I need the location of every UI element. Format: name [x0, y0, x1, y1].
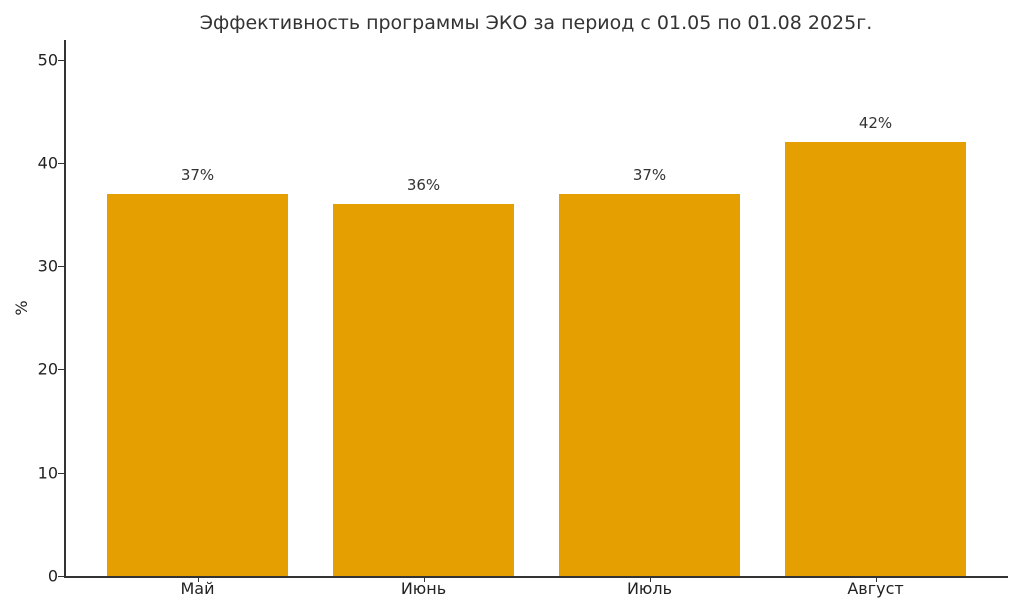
x-tick — [423, 577, 425, 582]
x-tick — [197, 577, 199, 582]
y-tick-label: 30 — [37, 256, 58, 276]
bar-value-label: 37% — [180, 165, 215, 184]
y-tick-label: 0 — [47, 566, 58, 586]
y-tick — [58, 59, 64, 61]
x-tick — [649, 577, 651, 582]
chart-title: Эффективность программы ЭКО за период с … — [199, 12, 873, 34]
y-tick-label: 10 — [37, 463, 58, 483]
y-tick — [58, 472, 64, 474]
y-tick — [58, 369, 64, 371]
x-tick-label: Июнь — [400, 579, 447, 598]
y-tick — [58, 162, 64, 164]
bar-value-label: 36% — [406, 176, 441, 195]
y-tick — [58, 576, 64, 577]
y-axis-line — [64, 40, 66, 577]
y-tick-label: 20 — [37, 359, 58, 379]
y-tick — [58, 266, 64, 268]
bar-4 — [785, 142, 966, 576]
y-tick-label: 40 — [37, 153, 58, 173]
y-axis-label: % — [12, 300, 32, 316]
bar-value-label: 42% — [858, 114, 893, 133]
x-tick-label: Июль — [626, 579, 673, 598]
x-tick — [875, 577, 877, 582]
bar-3 — [559, 193, 740, 576]
x-tick-label: Август — [847, 579, 904, 598]
bar-1 — [107, 193, 288, 576]
bar-2 — [333, 204, 514, 576]
x-tick-label: Май — [180, 579, 215, 598]
y-tick-label: 50 — [37, 50, 58, 69]
x-axis-line — [64, 576, 1008, 578]
bar-value-label: 37% — [632, 165, 667, 184]
